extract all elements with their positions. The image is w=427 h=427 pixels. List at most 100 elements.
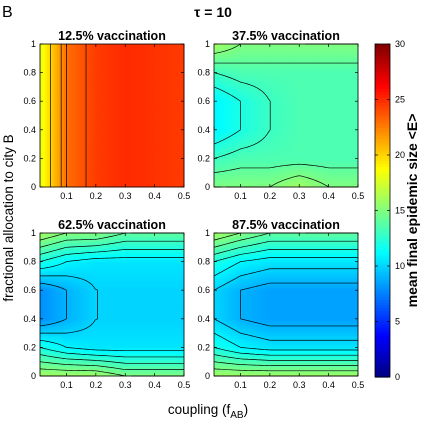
heatmap-cell [172,146,175,150]
heatmap-cell [214,163,217,167]
heatmap-cell [164,98,168,102]
heatmap-cell [155,108,159,112]
heatmap-cell [126,82,130,86]
heatmap-cell [100,132,103,136]
heatmap-cell [92,141,96,145]
heatmap-cell [64,101,67,105]
heatmap-cell [66,89,70,93]
heatmap-cell [264,175,268,178]
heatmap-cell [128,117,132,121]
heatmap-cell [286,179,289,183]
heatmap-cell [169,108,173,112]
heatmap-cell [164,165,168,169]
heatmap-cell [250,165,253,169]
heatmap-cell [322,172,325,176]
heatmap-cell [235,156,239,159]
heatmap-cell [235,170,239,174]
heatmap-cell [47,115,51,119]
heatmap-cell [238,153,241,157]
heatmap-cell [338,151,342,155]
heatmap-cell [181,127,185,131]
heatmap-cell [124,96,127,100]
heatmap-cell [121,184,125,188]
heatmap-cell [76,60,79,64]
heatmap-cell [73,120,77,124]
heatmap-cell [238,148,241,152]
heatmap-cell [90,94,94,97]
heatmap-cell [257,153,261,157]
heatmap-cell [230,141,234,145]
heatmap-cell [133,163,137,167]
heatmap-cell [143,144,147,147]
heatmap-cell [319,139,323,143]
heatmap-cell [341,136,345,140]
heatmap-cell [126,96,130,100]
heatmap-cell [233,182,237,186]
heatmap-cell [112,156,115,159]
heatmap-cell [176,48,180,52]
heatmap-cell [276,134,280,138]
heatmap-cell [88,177,91,181]
heatmap-cell [133,51,137,55]
heatmap-cell [312,184,316,188]
heatmap-cell [44,144,48,147]
heatmap-cell [97,115,101,119]
heatmap-cell [179,67,183,71]
heatmap-cell [80,79,84,83]
heatmap-cell [290,160,294,164]
heatmap-cell [160,86,163,90]
heatmap-cell [247,179,251,183]
heatmap-cell [290,179,294,183]
heatmap-cell [336,146,340,150]
heatmap-cell [124,79,127,83]
heatmap-cell [56,141,60,145]
heatmap-cell [109,110,113,114]
heatmap-cell [85,156,89,159]
heatmap-cell [226,175,229,178]
heatmap-cell [167,110,171,114]
heatmap-cell [218,151,222,155]
heatmap-cell [76,172,79,176]
heatmap-cell [216,132,220,136]
heatmap-cell [148,110,151,114]
heatmap-cell [119,105,123,109]
heatmap-cell [172,172,175,176]
heatmap-cell [235,163,239,167]
heatmap-cell [80,184,84,188]
heatmap-cell [44,129,48,133]
heatmap-cell [59,139,63,143]
heatmap-cell [52,117,55,121]
heatmap-cell [52,89,55,93]
heatmap-cell [169,55,173,59]
heatmap-cell [160,182,163,186]
heatmap-cell [155,122,159,126]
heatmap-cell [66,175,70,178]
heatmap-cell [250,156,253,159]
heatmap-cell [172,94,175,97]
heatmap-cell [52,84,55,88]
heatmap-cell [42,60,46,64]
heatmap-cell [278,160,282,164]
heatmap-cell [169,179,173,183]
heatmap-cell [148,65,151,69]
heatmap-cell [100,153,103,157]
heatmap-cell [107,96,111,100]
heatmap-cell [164,179,168,183]
heatmap-cell [228,146,232,150]
heatmap-cell [179,156,183,159]
heatmap-cell [305,134,309,138]
heatmap-cell [85,175,89,178]
heatmap-cell [181,72,185,76]
heatmap-cell [107,175,111,178]
heatmap-cell [164,156,168,159]
heatmap-cell [355,184,359,188]
heatmap-cell [42,127,46,131]
heatmap-cell [95,153,99,157]
heatmap-cell [42,117,46,121]
heatmap-cell [138,65,142,69]
heatmap-cell [85,51,89,55]
heatmap-cell [78,170,82,174]
heatmap-cell [102,160,106,164]
heatmap-cell [40,170,43,174]
heatmap-cell [150,91,154,95]
